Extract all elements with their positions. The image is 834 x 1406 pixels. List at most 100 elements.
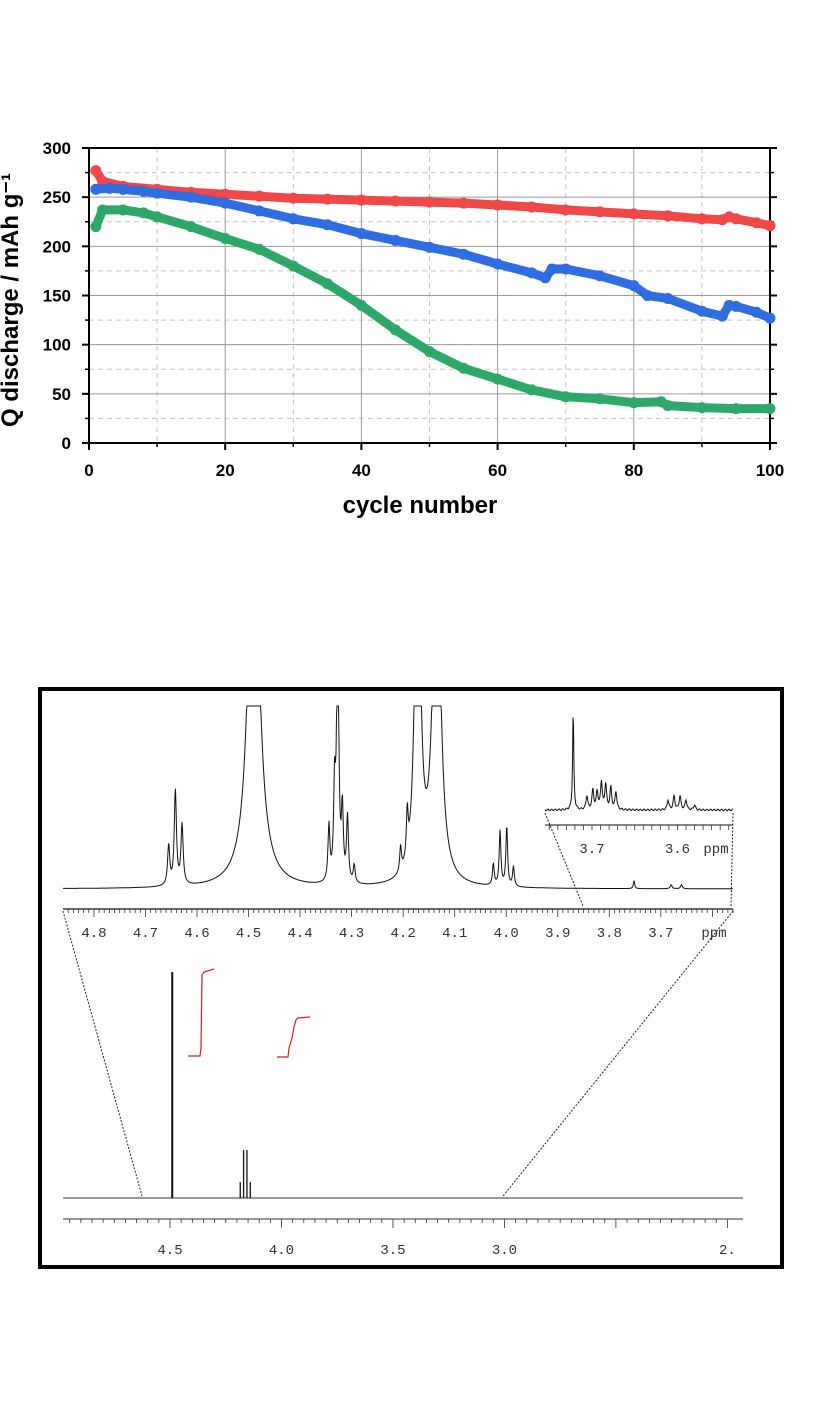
zoom-tick-label: 4.7 [133,926,158,942]
data-point [730,300,742,312]
data-point [716,310,728,322]
data-point [117,183,129,195]
y-tick-label: 100 [43,336,71,355]
y-tick-label: 50 [52,385,71,404]
data-point [321,219,333,231]
x-tick-label: 20 [216,461,235,480]
capacity-series-layer [90,165,776,415]
data-point [321,278,333,290]
nmr-frame [38,687,784,1269]
zoom-tick-label: 4.0 [494,926,519,942]
data-point [424,241,435,253]
data-point [355,299,367,311]
data-point [103,182,115,194]
data-point [730,213,742,225]
capacity-chart: 0 20 40 60 80 100 0 50 100 150 200 250 300 cycle num… [0,139,784,519]
data-point [764,220,776,232]
series-band [91,205,775,414]
data-point [662,210,674,222]
data-point [97,204,109,216]
integral-curve [188,968,215,1057]
data-point [458,248,470,260]
capacity-x-axis-label: cycle number [343,492,498,519]
nmr-inset-spectrum: 3.7 3.6 ppm [544,717,734,858]
data-point [253,190,265,202]
inset-unit-label: ppm [703,842,728,858]
main-tick-label: 3.5 [380,1243,405,1259]
data-point [696,402,708,414]
x-tick-label: 0 [84,461,93,480]
inset-connector-left [544,812,584,907]
zoom-tick-label: 4.2 [391,926,416,942]
y-tick-label: 0 [62,434,71,453]
inset-tick-label: 3.6 [665,842,690,858]
data-point [185,191,197,203]
nmr-figure: 4.8 4.7 4.6 4.5 4.4 4.3 4.2 4.1 4.0 3.9 3.8 3.7 ppm … [38,687,784,1269]
data-point [764,312,776,324]
data-point [287,213,299,225]
y-tick-label: 300 [43,139,71,158]
data-point [151,211,163,223]
data-point [662,400,674,412]
zoom-tick-label: 4.5 [236,926,261,942]
y-tick-label: 150 [43,287,71,306]
data-point [458,197,470,209]
data-point [628,208,640,220]
data-point [526,267,538,279]
data-point [628,280,640,292]
y-tick-label: 250 [43,188,71,207]
main-tick-label: 4.0 [269,1243,294,1259]
zoom-tick-label: 4.6 [184,926,209,942]
nmr-zoom-spectrum: 4.8 4.7 4.6 4.5 4.4 4.3 4.2 4.1 4.0 3.9 3.8 3.7 ppm [63,705,734,942]
main-tick-label: 4.5 [157,1243,182,1259]
data-point [560,391,572,403]
data-point [539,272,551,284]
data-point [750,306,762,318]
data-point [117,204,129,216]
data-point [355,194,367,206]
capacity-y-axis-label: Q discharge / mAh g⁻¹ [0,173,24,427]
data-point [424,346,435,358]
inset-spectrum-trace [544,717,734,812]
series-2 [90,204,776,415]
data-point [594,270,606,282]
data-point [560,204,572,216]
data-point [641,290,653,301]
data-point [492,199,504,211]
data-point [389,234,401,246]
data-point [764,403,776,415]
main-tick-label: 3.0 [492,1243,517,1259]
data-point [90,183,102,195]
data-point [137,207,149,219]
x-tick-label: 40 [352,461,371,480]
data-point [492,258,504,270]
data-point [696,305,708,317]
data-point [287,260,299,272]
main-tick-label: 2. [719,1243,736,1259]
zoom-tick-label: 4.4 [287,926,312,942]
zoom-spectrum-trace [63,705,733,890]
data-point [628,397,640,409]
data-point [662,292,674,304]
data-point [219,197,231,209]
data-point [526,201,538,213]
data-point [560,263,572,275]
nmr-zoom-connectors [62,812,734,1197]
data-point [492,373,504,385]
x-tick-label: 60 [488,461,507,480]
data-point [137,185,149,197]
data-point [389,195,401,207]
zoom-tick-label: 3.7 [648,926,673,942]
inset-tick-label: 3.7 [579,842,604,858]
data-point [458,362,470,374]
data-point [389,324,401,336]
data-point [594,393,606,405]
data-point [750,217,762,229]
data-point [219,232,231,244]
data-point [355,228,367,240]
zoom-tick-label: 4.8 [81,926,106,942]
y-tick-label: 200 [43,237,71,256]
data-point [253,205,265,217]
zoom-tick-label: 3.8 [597,926,622,942]
